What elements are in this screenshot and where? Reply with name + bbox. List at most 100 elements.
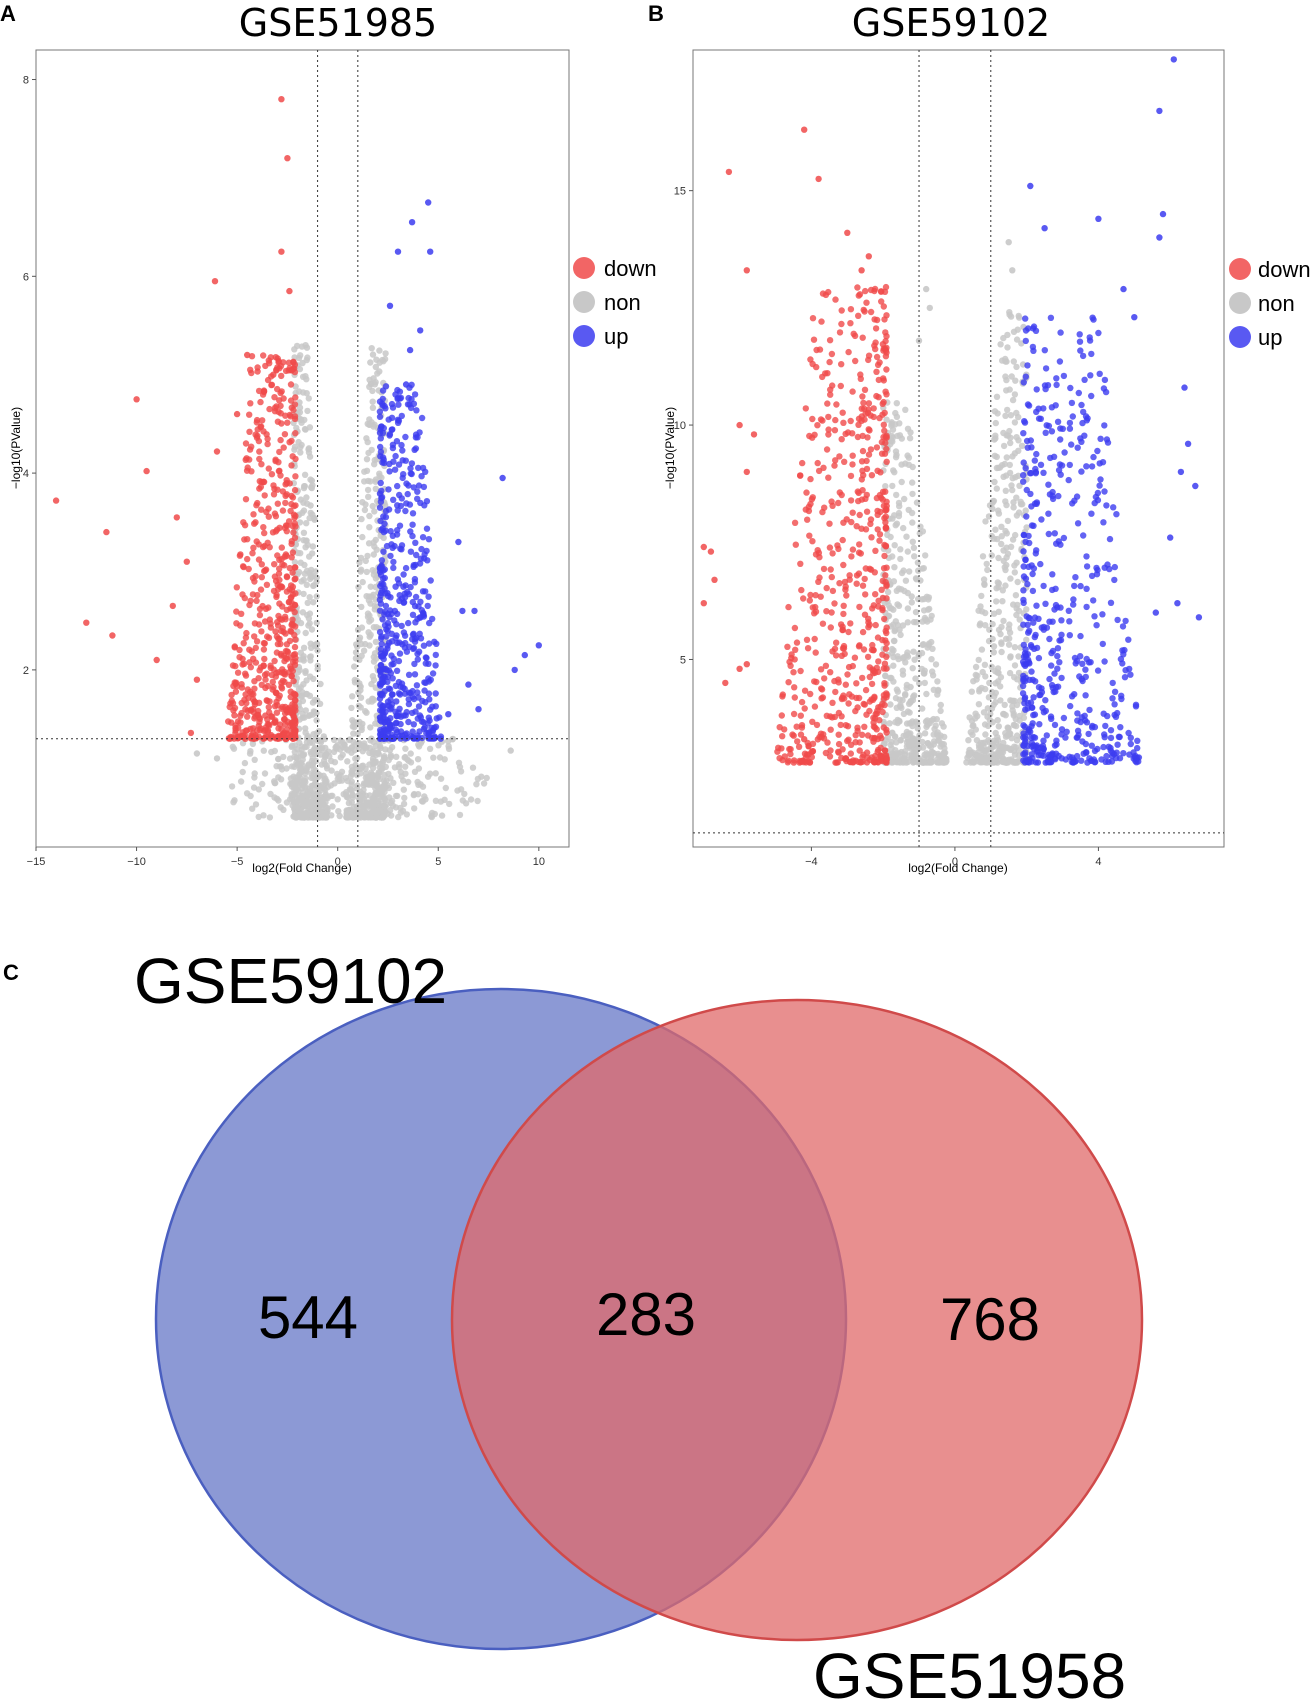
- non-point: [992, 433, 998, 439]
- non-point: [901, 756, 907, 762]
- up-point: [1127, 672, 1133, 678]
- down-point: [278, 420, 284, 426]
- legend-a-up-swatch: [573, 325, 595, 347]
- down-point: [290, 407, 296, 413]
- non-point: [244, 790, 250, 796]
- up-point: [378, 480, 384, 486]
- non-point: [909, 510, 915, 516]
- non-point: [997, 341, 1003, 347]
- non-point: [214, 755, 220, 761]
- non-point: [890, 663, 896, 669]
- down-point: [829, 550, 835, 556]
- non-point: [368, 632, 374, 638]
- down-point: [246, 602, 252, 608]
- up-point: [1033, 603, 1039, 609]
- down-point: [818, 734, 824, 740]
- non-point: [892, 410, 898, 416]
- down-point: [881, 542, 887, 548]
- up-point: [1104, 713, 1110, 719]
- non-point: [349, 717, 355, 723]
- down-point: [862, 591, 868, 597]
- non-point: [997, 697, 1003, 703]
- non-point: [1015, 653, 1021, 659]
- down-point: [842, 579, 848, 585]
- non-point: [310, 761, 316, 767]
- down-point: [250, 591, 256, 597]
- up-point: [1117, 724, 1123, 730]
- non-point: [297, 449, 303, 455]
- up-point: [411, 721, 417, 727]
- up-point: [1082, 692, 1088, 698]
- up-point: [1063, 756, 1069, 762]
- up-point: [1020, 430, 1026, 436]
- up-point: [1033, 501, 1039, 507]
- non-point: [1023, 606, 1029, 612]
- down-point: [814, 722, 820, 728]
- down-point: [883, 524, 889, 530]
- down-point: [244, 352, 250, 358]
- down-point: [235, 725, 241, 731]
- down-point: [261, 640, 267, 646]
- down-point: [286, 288, 292, 294]
- non-point: [271, 794, 277, 800]
- up-point: [1022, 315, 1028, 321]
- non-point: [369, 778, 375, 784]
- non-point: [982, 622, 988, 628]
- down-point: [863, 712, 869, 718]
- up-point: [399, 623, 405, 629]
- up-point: [1025, 325, 1031, 331]
- up-point: [408, 396, 414, 402]
- non-point: [903, 578, 909, 584]
- down-point: [832, 427, 838, 433]
- up-point: [395, 402, 401, 408]
- up-point: [1094, 448, 1100, 454]
- non-point: [1015, 448, 1021, 454]
- up-point: [1153, 609, 1159, 615]
- non-point: [907, 435, 913, 441]
- non-point: [323, 805, 329, 811]
- up-point: [1057, 358, 1063, 364]
- non-point: [893, 492, 899, 498]
- down-point: [827, 753, 833, 759]
- non-point: [982, 721, 988, 727]
- up-point: [1054, 604, 1060, 610]
- down-point: [805, 645, 811, 651]
- non-point: [328, 767, 334, 773]
- down-point: [244, 714, 250, 720]
- non-point: [475, 776, 481, 782]
- non-point: [993, 420, 999, 426]
- non-point: [332, 759, 338, 765]
- non-point: [897, 556, 903, 562]
- up-point: [1035, 406, 1041, 412]
- up-point: [1028, 444, 1034, 450]
- non-point: [927, 759, 933, 765]
- down-point: [280, 629, 286, 635]
- non-point: [300, 698, 306, 704]
- down-point: [881, 553, 887, 559]
- up-point: [1095, 667, 1101, 673]
- up-point: [1038, 516, 1044, 522]
- up-point: [1089, 315, 1095, 321]
- non-point: [909, 519, 915, 525]
- down-point: [866, 427, 872, 433]
- down-point: [246, 456, 252, 462]
- non-point: [388, 800, 394, 806]
- non-point: [402, 764, 408, 770]
- up-point: [1046, 423, 1052, 429]
- down-point: [785, 759, 791, 765]
- up-point: [385, 486, 391, 492]
- non-point: [369, 772, 375, 778]
- up-point: [1097, 371, 1103, 377]
- up-point: [429, 616, 435, 622]
- non-point: [978, 593, 984, 599]
- down-point: [832, 296, 838, 302]
- down-point: [880, 434, 886, 440]
- non-point: [336, 774, 342, 780]
- non-point: [351, 663, 357, 669]
- up-point: [1121, 647, 1127, 653]
- up-point: [1057, 436, 1063, 442]
- down-point: [277, 437, 283, 443]
- up-point: [1090, 454, 1096, 460]
- down-point: [237, 622, 243, 628]
- non-point: [921, 565, 927, 571]
